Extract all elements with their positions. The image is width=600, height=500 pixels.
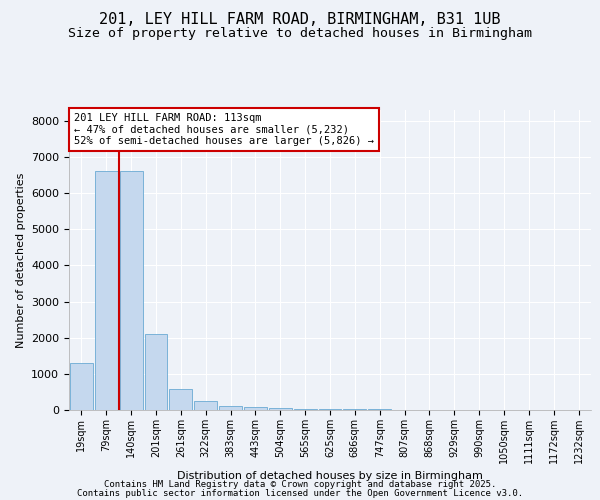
Text: 201, LEY HILL FARM ROAD, BIRMINGHAM, B31 1UB: 201, LEY HILL FARM ROAD, BIRMINGHAM, B31… (99, 12, 501, 28)
Bar (145, 334, 167, 410)
Text: Contains public sector information licensed under the Open Government Licence v3: Contains public sector information licen… (77, 488, 523, 498)
Text: Contains HM Land Registry data © Crown copyright and database right 2025.: Contains HM Land Registry data © Crown c… (104, 480, 496, 489)
X-axis label: Distribution of detached houses by size in Birmingham: Distribution of detached houses by size … (177, 472, 483, 482)
Bar (169, 389, 192, 410)
Bar (219, 406, 242, 410)
Bar (269, 408, 292, 410)
Bar (319, 409, 341, 410)
Bar (70, 363, 93, 410)
Bar (194, 400, 217, 410)
Bar (95, 172, 118, 410)
Bar (294, 408, 317, 410)
Bar (120, 172, 143, 410)
Text: 201 LEY HILL FARM ROAD: 113sqm
← 47% of detached houses are smaller (5,232)
52% : 201 LEY HILL FARM ROAD: 113sqm ← 47% of … (74, 113, 374, 146)
Y-axis label: Number of detached properties: Number of detached properties (16, 172, 26, 348)
Bar (244, 408, 267, 410)
Text: Size of property relative to detached houses in Birmingham: Size of property relative to detached ho… (68, 28, 532, 40)
